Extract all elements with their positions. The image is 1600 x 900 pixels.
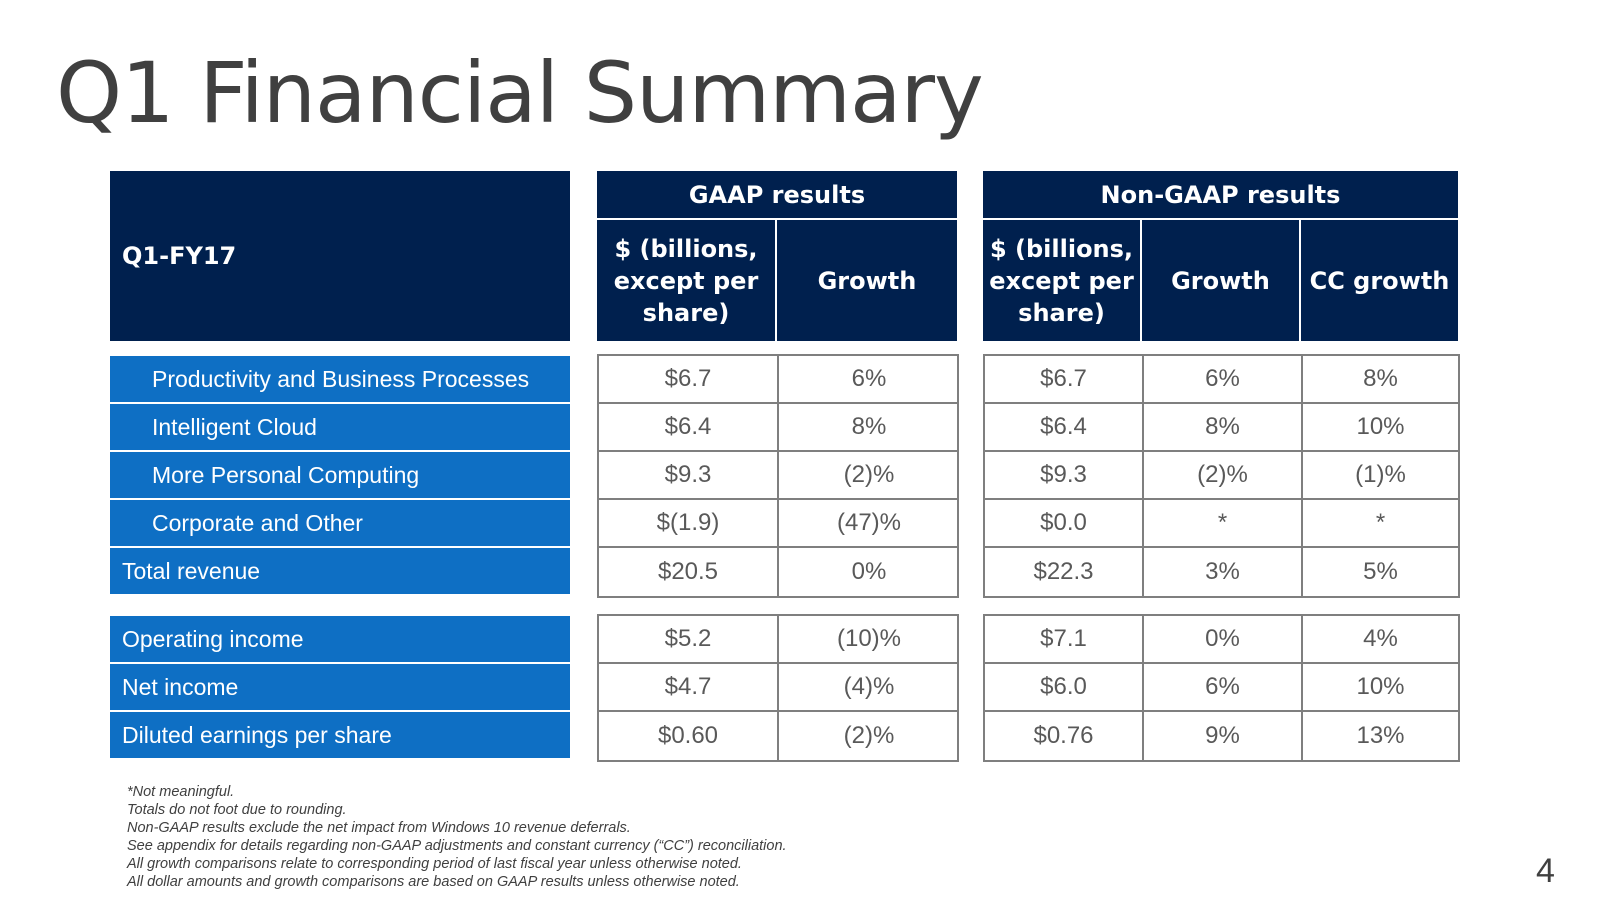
nongaap-value-cell: $9.3: [985, 452, 1144, 500]
nongaap-growth-cell: 0%: [1144, 616, 1303, 664]
gaap-growth-cell: (4)%: [779, 664, 959, 712]
nongaap-growth-cell: (2)%: [1144, 452, 1303, 500]
nongaap-dollars-header: $ (billions, except per share): [983, 220, 1140, 341]
nongaap-cc-cell: (1)%: [1303, 452, 1458, 500]
nongaap-cc-cell: 4%: [1303, 616, 1458, 664]
footnote: Non-GAAP results exclude the net impact …: [127, 820, 631, 836]
nongaap-value-cell: $6.0: [985, 664, 1144, 712]
gaap-growth-cell: (10)%: [779, 616, 959, 664]
gaap-growth-cell: 6%: [779, 356, 959, 404]
nongaap-cc-cell: *: [1303, 500, 1458, 548]
gaap-value-cell: $9.3: [599, 452, 779, 500]
period-header: Q1-FY17: [110, 171, 570, 341]
row-label-operating-income: Operating income: [110, 616, 570, 662]
gaap-revenue-grid: $6.7 6% $6.4 8% $9.3 (2)% $(1.9) (47)% $…: [597, 354, 959, 598]
gaap-growth-cell: (47)%: [779, 500, 959, 548]
nongaap-growth-cell: *: [1144, 500, 1303, 548]
nongaap-growth-cell: 3%: [1144, 548, 1303, 596]
gaap-value-cell: $6.4: [599, 404, 779, 452]
gaap-value-cell: $4.7: [599, 664, 779, 712]
gaap-dollars-header: $ (billions, except per share): [597, 220, 775, 341]
row-label-total-revenue: Total revenue: [110, 548, 570, 594]
nongaap-cc-growth-header: CC growth: [1301, 220, 1458, 341]
gaap-value-cell: $5.2: [599, 616, 779, 664]
nongaap-results-header: Non-GAAP results: [983, 171, 1458, 218]
nongaap-growth-cell: 6%: [1144, 356, 1303, 404]
nongaap-value-cell: $22.3: [985, 548, 1144, 596]
nongaap-value-cell: $6.4: [985, 404, 1144, 452]
gaap-value-cell: $6.7: [599, 356, 779, 404]
nongaap-cc-cell: 13%: [1356, 722, 1405, 749]
gaap-value-cell: $0.60: [599, 712, 779, 760]
nongaap-cc-cell: 8%: [1303, 356, 1458, 404]
nongaap-growth-header: Growth: [1142, 220, 1299, 341]
footnotes: *Not meaningful. Totals do not foot due …: [127, 783, 787, 891]
footnote: All growth comparisons relate to corresp…: [127, 856, 742, 872]
nongaap-cc-cell: 5%: [1363, 558, 1398, 585]
gaap-growth-cell: (2)%: [779, 452, 959, 500]
row-label-net-income: Net income: [110, 664, 570, 710]
gaap-value-cell: $20.5: [599, 548, 779, 596]
nongaap-value-cell: $0.76: [985, 712, 1144, 760]
row-label-intelligent-cloud: Intelligent Cloud: [110, 404, 570, 450]
nongaap-revenue-grid: $6.7 6% 8% $6.4 8% 10% $9.3 (2)% (1)% $0…: [983, 354, 1460, 598]
nongaap-value-cell: $0.0: [985, 500, 1144, 548]
footnote: *Not meaningful.: [127, 784, 235, 800]
nongaap-cc-cell: 10%: [1303, 404, 1458, 452]
nongaap-growth-cell: 8%: [1144, 404, 1303, 452]
row-label-diluted-eps: Diluted earnings per share: [110, 712, 570, 758]
gaap-results-header: GAAP results: [597, 171, 957, 218]
gaap-income-grid: $5.2 (10)% $4.7 (4)% $0.60 (2)%: [597, 614, 959, 762]
nongaap-cc-cell: 10%: [1303, 664, 1458, 712]
gaap-value-cell: $(1.9): [599, 500, 779, 548]
page-number: 4: [1536, 852, 1555, 890]
gaap-growth-cell: (2)%: [843, 722, 895, 749]
nongaap-value-cell: $6.7: [985, 356, 1144, 404]
row-label-corporate-other: Corporate and Other: [110, 500, 570, 546]
gaap-growth-cell: 8%: [779, 404, 959, 452]
page-title: Q1 Financial Summary: [56, 44, 984, 142]
footnote: Totals do not foot due to rounding.: [127, 802, 347, 818]
nongaap-growth-cell: 6%: [1144, 664, 1303, 712]
footnote: See appendix for details regarding non-G…: [127, 838, 787, 854]
row-label-productivity: Productivity and Business Processes: [110, 356, 570, 402]
row-label-personal-computing: More Personal Computing: [110, 452, 570, 498]
nongaap-income-grid: $7.1 0% 4% $6.0 6% 10% $0.76 9% 13%: [983, 614, 1460, 762]
footnote: All dollar amounts and growth comparison…: [127, 874, 740, 890]
nongaap-growth-cell: 9%: [1144, 712, 1303, 760]
gaap-growth-cell: 0%: [851, 558, 887, 585]
nongaap-value-cell: $7.1: [985, 616, 1144, 664]
gaap-growth-header: Growth: [777, 220, 957, 341]
